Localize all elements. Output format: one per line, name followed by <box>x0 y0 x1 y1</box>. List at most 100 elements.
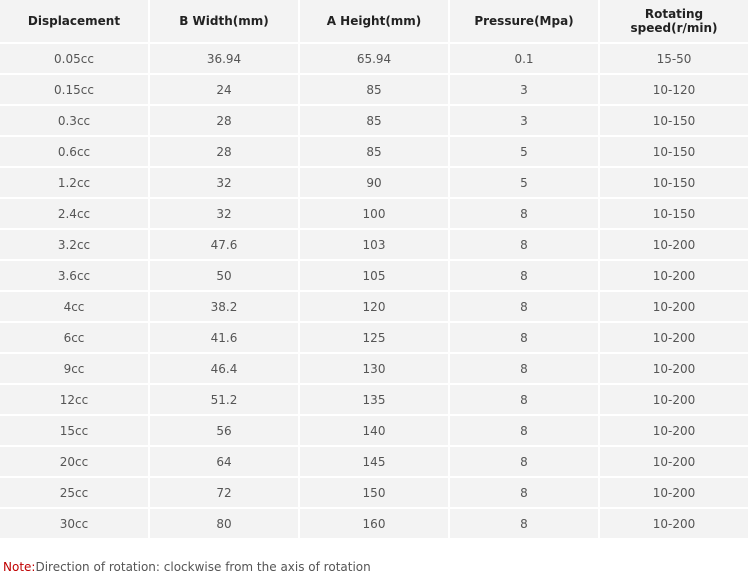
table-cell: 10-200 <box>600 385 748 414</box>
table-cell: 24 <box>150 75 298 104</box>
spec-table: Displacement B Width(mm) A Height(mm) Press… <box>0 0 748 538</box>
table-cell: 8 <box>450 447 598 476</box>
table-cell: 25cc <box>0 478 148 507</box>
table-cell: 8 <box>450 478 598 507</box>
table-cell: 38.2 <box>150 292 298 321</box>
note: Note:Direction of rotation: clockwise fr… <box>3 560 371 574</box>
table-cell: 9cc <box>0 354 148 383</box>
table-cell: 56 <box>150 416 298 445</box>
table-cell: 160 <box>300 509 448 538</box>
table-cell: 8 <box>450 416 598 445</box>
table-cell: 51.2 <box>150 385 298 414</box>
table-row: 25cc 72 150 8 10-200 <box>0 478 748 507</box>
header-row: Displacement B Width(mm) A Height(mm) Press… <box>0 0 748 42</box>
table-cell: 10-200 <box>600 478 748 507</box>
table-cell: 46.4 <box>150 354 298 383</box>
table-row: 0.05cc 36.94 65.94 0.1 15-50 <box>0 44 748 73</box>
table-cell: 10-150 <box>600 199 748 228</box>
table-cell: 65.94 <box>300 44 448 73</box>
table-cell: 30cc <box>0 509 148 538</box>
table-cell: 12cc <box>0 385 148 414</box>
table-cell: 10-200 <box>600 447 748 476</box>
table-cell: 10-200 <box>600 509 748 538</box>
table-cell: 8 <box>450 509 598 538</box>
table-cell: 72 <box>150 478 298 507</box>
table-cell: 32 <box>150 168 298 197</box>
table-cell: 8 <box>450 385 598 414</box>
table-cell: 10-200 <box>600 261 748 290</box>
table-cell: 150 <box>300 478 448 507</box>
table-cell: 10-200 <box>600 354 748 383</box>
header-cell: Rotating speed(r/min) <box>600 0 748 42</box>
table-cell: 10-200 <box>600 230 748 259</box>
table-row: 12cc 51.2 135 8 10-200 <box>0 385 748 414</box>
table-cell: 6cc <box>0 323 148 352</box>
table-cell: 10-200 <box>600 292 748 321</box>
table-body: 0.05cc 36.94 65.94 0.1 15-50 0.15cc 24 85 3 10-12… <box>0 44 748 538</box>
table-cell: 47.6 <box>150 230 298 259</box>
table-cell: 8 <box>450 261 598 290</box>
table-cell: 32 <box>150 199 298 228</box>
table-cell: 3.2cc <box>0 230 148 259</box>
table-cell: 145 <box>300 447 448 476</box>
table-cell: 8 <box>450 354 598 383</box>
table-cell: 85 <box>300 137 448 166</box>
table-cell: 100 <box>300 199 448 228</box>
table-cell: 0.6cc <box>0 137 148 166</box>
header-cell: A Height(mm) <box>300 0 448 42</box>
note-label: Note: <box>3 560 36 574</box>
table-cell: 10-200 <box>600 416 748 445</box>
table-row: 0.6cc 28 85 5 10-150 <box>0 137 748 166</box>
table-row: 2.4cc 32 100 8 10-150 <box>0 199 748 228</box>
header-cell: Pressure(Mpa) <box>450 0 598 42</box>
table-cell: 15cc <box>0 416 148 445</box>
table-row: 0.15cc 24 85 3 10-120 <box>0 75 748 104</box>
table-cell: 41.6 <box>150 323 298 352</box>
note-text: Direction of rotation: clockwise from th… <box>35 560 371 574</box>
table-cell: 3 <box>450 75 598 104</box>
table-cell: 8 <box>450 199 598 228</box>
table-cell: 85 <box>300 75 448 104</box>
table-cell: 130 <box>300 354 448 383</box>
table-row: 1.2cc 32 90 5 10-150 <box>0 168 748 197</box>
table-row: 6cc 41.6 125 8 10-200 <box>0 323 748 352</box>
table-cell: 0.1 <box>450 44 598 73</box>
table-cell: 20cc <box>0 447 148 476</box>
table-cell: 50 <box>150 261 298 290</box>
table-cell: 135 <box>300 385 448 414</box>
table-cell: 10-150 <box>600 168 748 197</box>
table-cell: 10-200 <box>600 323 748 352</box>
table-cell: 10-120 <box>600 75 748 104</box>
table-cell: 3.6cc <box>0 261 148 290</box>
table-cell: 125 <box>300 323 448 352</box>
header-cell: Displacement <box>0 0 148 42</box>
table-cell: 10-150 <box>600 106 748 135</box>
table-cell: 28 <box>150 106 298 135</box>
table-cell: 90 <box>300 168 448 197</box>
table-row: 4cc 38.2 120 8 10-200 <box>0 292 748 321</box>
table-row: 0.3cc 28 85 3 10-150 <box>0 106 748 135</box>
table-cell: 140 <box>300 416 448 445</box>
table-cell: 120 <box>300 292 448 321</box>
table-head: Displacement B Width(mm) A Height(mm) Press… <box>0 0 748 42</box>
table-cell: 103 <box>300 230 448 259</box>
table-cell: 0.05cc <box>0 44 148 73</box>
table-cell: 4cc <box>0 292 148 321</box>
table-cell: 3 <box>450 106 598 135</box>
table-cell: 1.2cc <box>0 168 148 197</box>
table-cell: 2.4cc <box>0 199 148 228</box>
header-cell: B Width(mm) <box>150 0 298 42</box>
table-cell: 105 <box>300 261 448 290</box>
table-row: 9cc 46.4 130 8 10-200 <box>0 354 748 383</box>
table-cell: 8 <box>450 323 598 352</box>
table-row: 15cc 56 140 8 10-200 <box>0 416 748 445</box>
table-cell: 0.15cc <box>0 75 148 104</box>
table-cell: 36.94 <box>150 44 298 73</box>
table-row: 20cc 64 145 8 10-200 <box>0 447 748 476</box>
table-row: 3.2cc 47.6 103 8 10-200 <box>0 230 748 259</box>
table-cell: 80 <box>150 509 298 538</box>
table-cell: 5 <box>450 168 598 197</box>
table-cell: 8 <box>450 230 598 259</box>
table-cell: 85 <box>300 106 448 135</box>
